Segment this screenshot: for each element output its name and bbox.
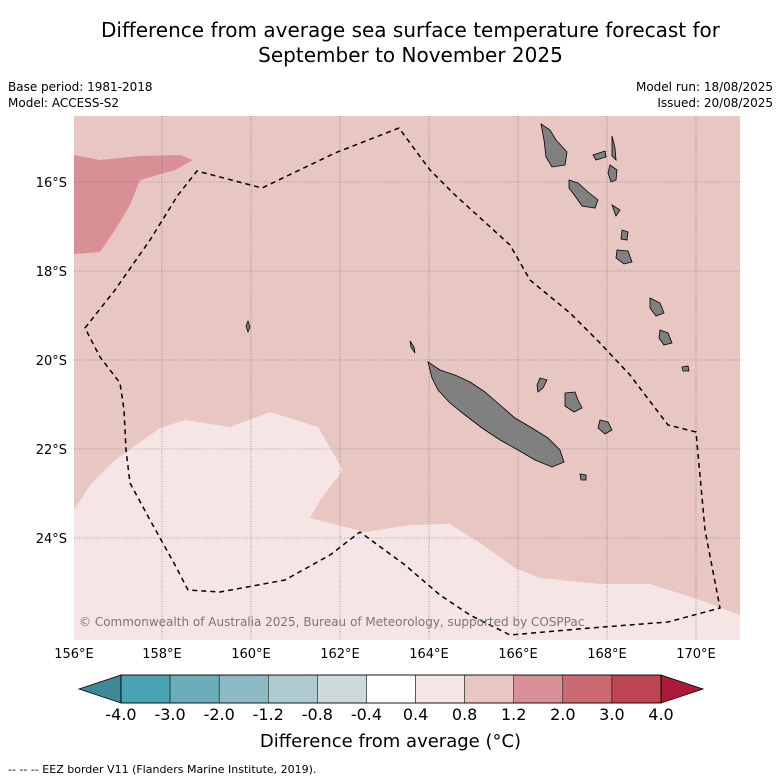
longitude-labels: 156°E 158°E 160°E 162°E 164°E 166°E 168°…	[54, 647, 716, 662]
colorbar-tick-label: -0.8	[302, 705, 333, 724]
colorbar-under-arrow	[77, 674, 122, 704]
colorbar-segment	[218, 674, 269, 704]
colorbar-tick-label: -4.0	[105, 705, 136, 724]
lon-label-168: 168°E	[587, 647, 627, 662]
colorbar: -4.0 -3.0 -2.0 -1.2 -0.8 -0.4 0.4 0.8 1.2 2.0 3.0 4…	[77, 674, 705, 724]
colorbar-outline	[120, 674, 662, 704]
base-period: Base period: 1981-2018	[8, 80, 153, 94]
colorbar-segment	[562, 674, 613, 704]
latitude-labels: 16°S 18°S 20°S 22°S 24°S	[36, 176, 67, 547]
colorbar-tick-label: -3.0	[154, 705, 185, 724]
pentecost-island	[611, 135, 617, 162]
colorbar-tick-label: 3.0	[599, 705, 624, 724]
eez-border	[84, 127, 721, 636]
belep-islands	[409, 340, 416, 354]
lon-label-162: 162°E	[320, 647, 360, 662]
eez-footnote: -- -- -- EEZ border V11 (Flanders Marine…	[8, 763, 317, 776]
ambrym-island	[607, 164, 618, 183]
meta-right: Model run: 18/08/2025 Issued: 20/08/2025	[636, 79, 773, 111]
lat-label-20: 20°S	[36, 354, 67, 369]
colorbar-segment	[611, 674, 662, 704]
lat-label-16: 16°S	[36, 176, 67, 191]
colorbar-segment	[268, 674, 318, 704]
lon-label-160: 160°E	[231, 647, 271, 662]
lat-label-24: 24°S	[36, 532, 67, 547]
lon-label-158: 158°E	[142, 647, 182, 662]
colorbar-tick-label: -2.0	[204, 705, 235, 724]
colorbar-tick-label: 1.2	[501, 705, 526, 724]
lon-label-156: 156°E	[54, 647, 94, 662]
isle-of-pines	[579, 473, 587, 481]
colorbar-label: Difference from average (°C)	[259, 731, 522, 752]
colorbar-segment	[366, 674, 416, 704]
colorbar-segment	[513, 674, 564, 704]
aneityum-island	[658, 329, 673, 346]
title-line-2: September to November 2025	[258, 43, 563, 67]
chesterfield-islet	[245, 319, 251, 334]
colorbar-segment	[415, 674, 465, 704]
erromango-island	[615, 249, 633, 265]
lat-label-18: 18°S	[36, 265, 67, 280]
colorbar-segment	[169, 674, 220, 704]
colorbar-tick-label: 4.0	[648, 705, 673, 724]
small-islet-east	[681, 365, 690, 372]
land-masses	[245, 123, 690, 481]
cool-anomaly-patch	[74, 412, 740, 640]
graticule	[74, 116, 740, 640]
meta-left: Base period: 1981-2018 Model: ACCESS-S2	[8, 79, 153, 111]
lon-label-166: 166°E	[498, 647, 538, 662]
colorbar-tick-label: -0.4	[351, 705, 382, 724]
colorbar-tick-label: 2.0	[550, 705, 575, 724]
colorbar-tick-label: 0.8	[452, 705, 477, 724]
ouvea-island	[536, 377, 548, 393]
ambae-island	[592, 150, 607, 161]
colorbar-over-arrow	[660, 674, 705, 704]
new-caledonia-mainland	[427, 361, 565, 468]
warm-anomaly-patch	[74, 155, 193, 254]
chart-title: Difference from average sea surface temp…	[0, 18, 781, 68]
lat-label-22: 22°S	[36, 443, 67, 458]
malekula-island	[568, 179, 599, 209]
lon-label-170: 170°E	[676, 647, 716, 662]
tanna-island	[649, 297, 665, 317]
colorbar-segment	[317, 674, 367, 704]
espiritu-santo-island	[540, 123, 568, 168]
colorbar-segment	[120, 674, 171, 704]
epi-island	[611, 204, 621, 217]
colorbar-tick-label: 0.4	[403, 705, 428, 724]
colorbar-segment	[464, 674, 514, 704]
model-name: Model: ACCESS-S2	[8, 96, 120, 110]
issued-date: Issued: 20/08/2025	[657, 96, 773, 110]
map-area: © Commonwealth of Australia 2025, Bureau…	[74, 116, 740, 640]
model-run: Model run: 18/08/2025	[635, 80, 773, 94]
mare-island	[597, 419, 613, 435]
lon-label-164: 164°E	[409, 647, 449, 662]
colorbar-tick-label: -1.2	[253, 705, 284, 724]
lifou-island	[564, 391, 583, 413]
copyright-notice: © Commonwealth of Australia 2025, Bureau…	[79, 615, 584, 629]
efate-island	[620, 229, 629, 241]
title-line-1: Difference from average sea surface temp…	[100, 18, 720, 42]
